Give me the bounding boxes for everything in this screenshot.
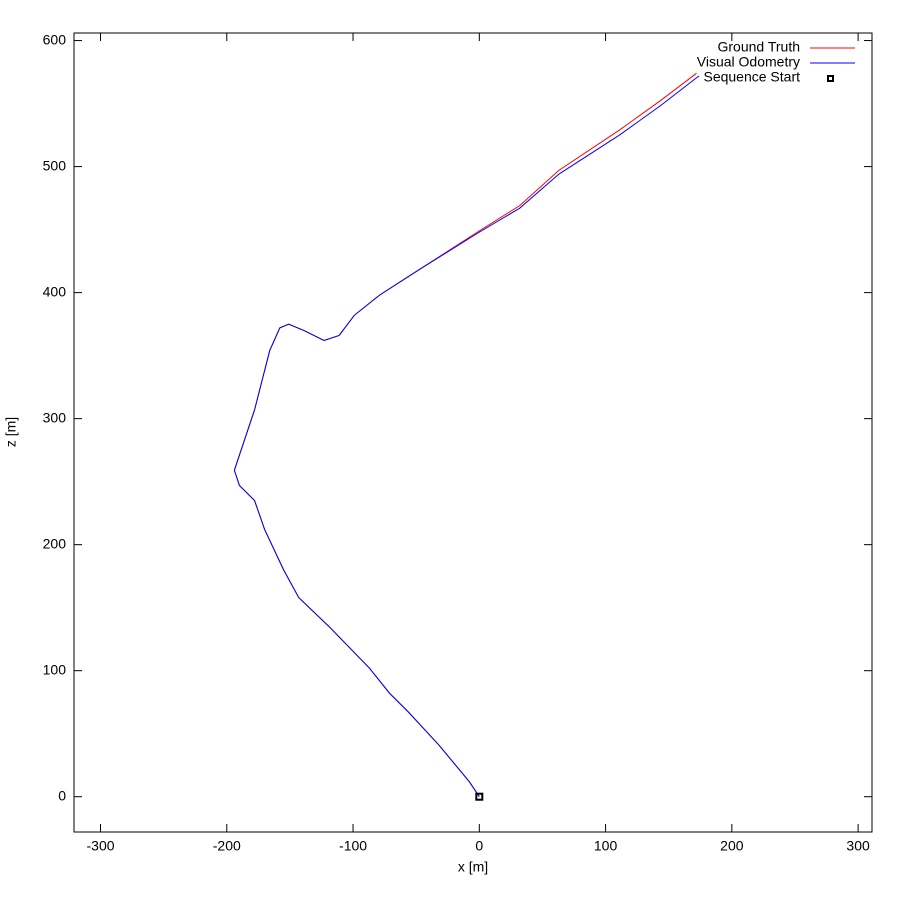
legend-marker xyxy=(827,75,834,82)
x-axis-label: x [m] xyxy=(458,859,488,875)
trajectory-line xyxy=(233,75,700,797)
x-tick-label: 300 xyxy=(846,838,870,854)
y-tick-label: 200 xyxy=(43,535,67,551)
legend-label: Ground Truth xyxy=(718,39,801,55)
x-tick-label: -300 xyxy=(87,838,115,854)
y-tick-label: 500 xyxy=(43,157,67,173)
y-tick-label: 600 xyxy=(43,31,67,47)
x-tick-label: 200 xyxy=(720,838,744,854)
y-tick-label: 300 xyxy=(43,409,67,425)
y-tick-label: 100 xyxy=(43,661,67,677)
y-tick-label: 0 xyxy=(58,787,66,803)
x-tick-label: -200 xyxy=(213,838,241,854)
x-tick-label: -100 xyxy=(339,838,367,854)
x-tick-label: 100 xyxy=(594,838,618,854)
plot-frame xyxy=(73,32,873,833)
start-marker xyxy=(475,792,484,801)
trajectory-line xyxy=(233,72,697,797)
legend-label: Visual Odometry xyxy=(697,54,800,70)
y-axis-label: z [m] xyxy=(3,417,19,447)
x-tick-label: 0 xyxy=(475,838,483,854)
legend-label: Sequence Start xyxy=(703,69,800,85)
y-tick-label: 400 xyxy=(43,283,67,299)
